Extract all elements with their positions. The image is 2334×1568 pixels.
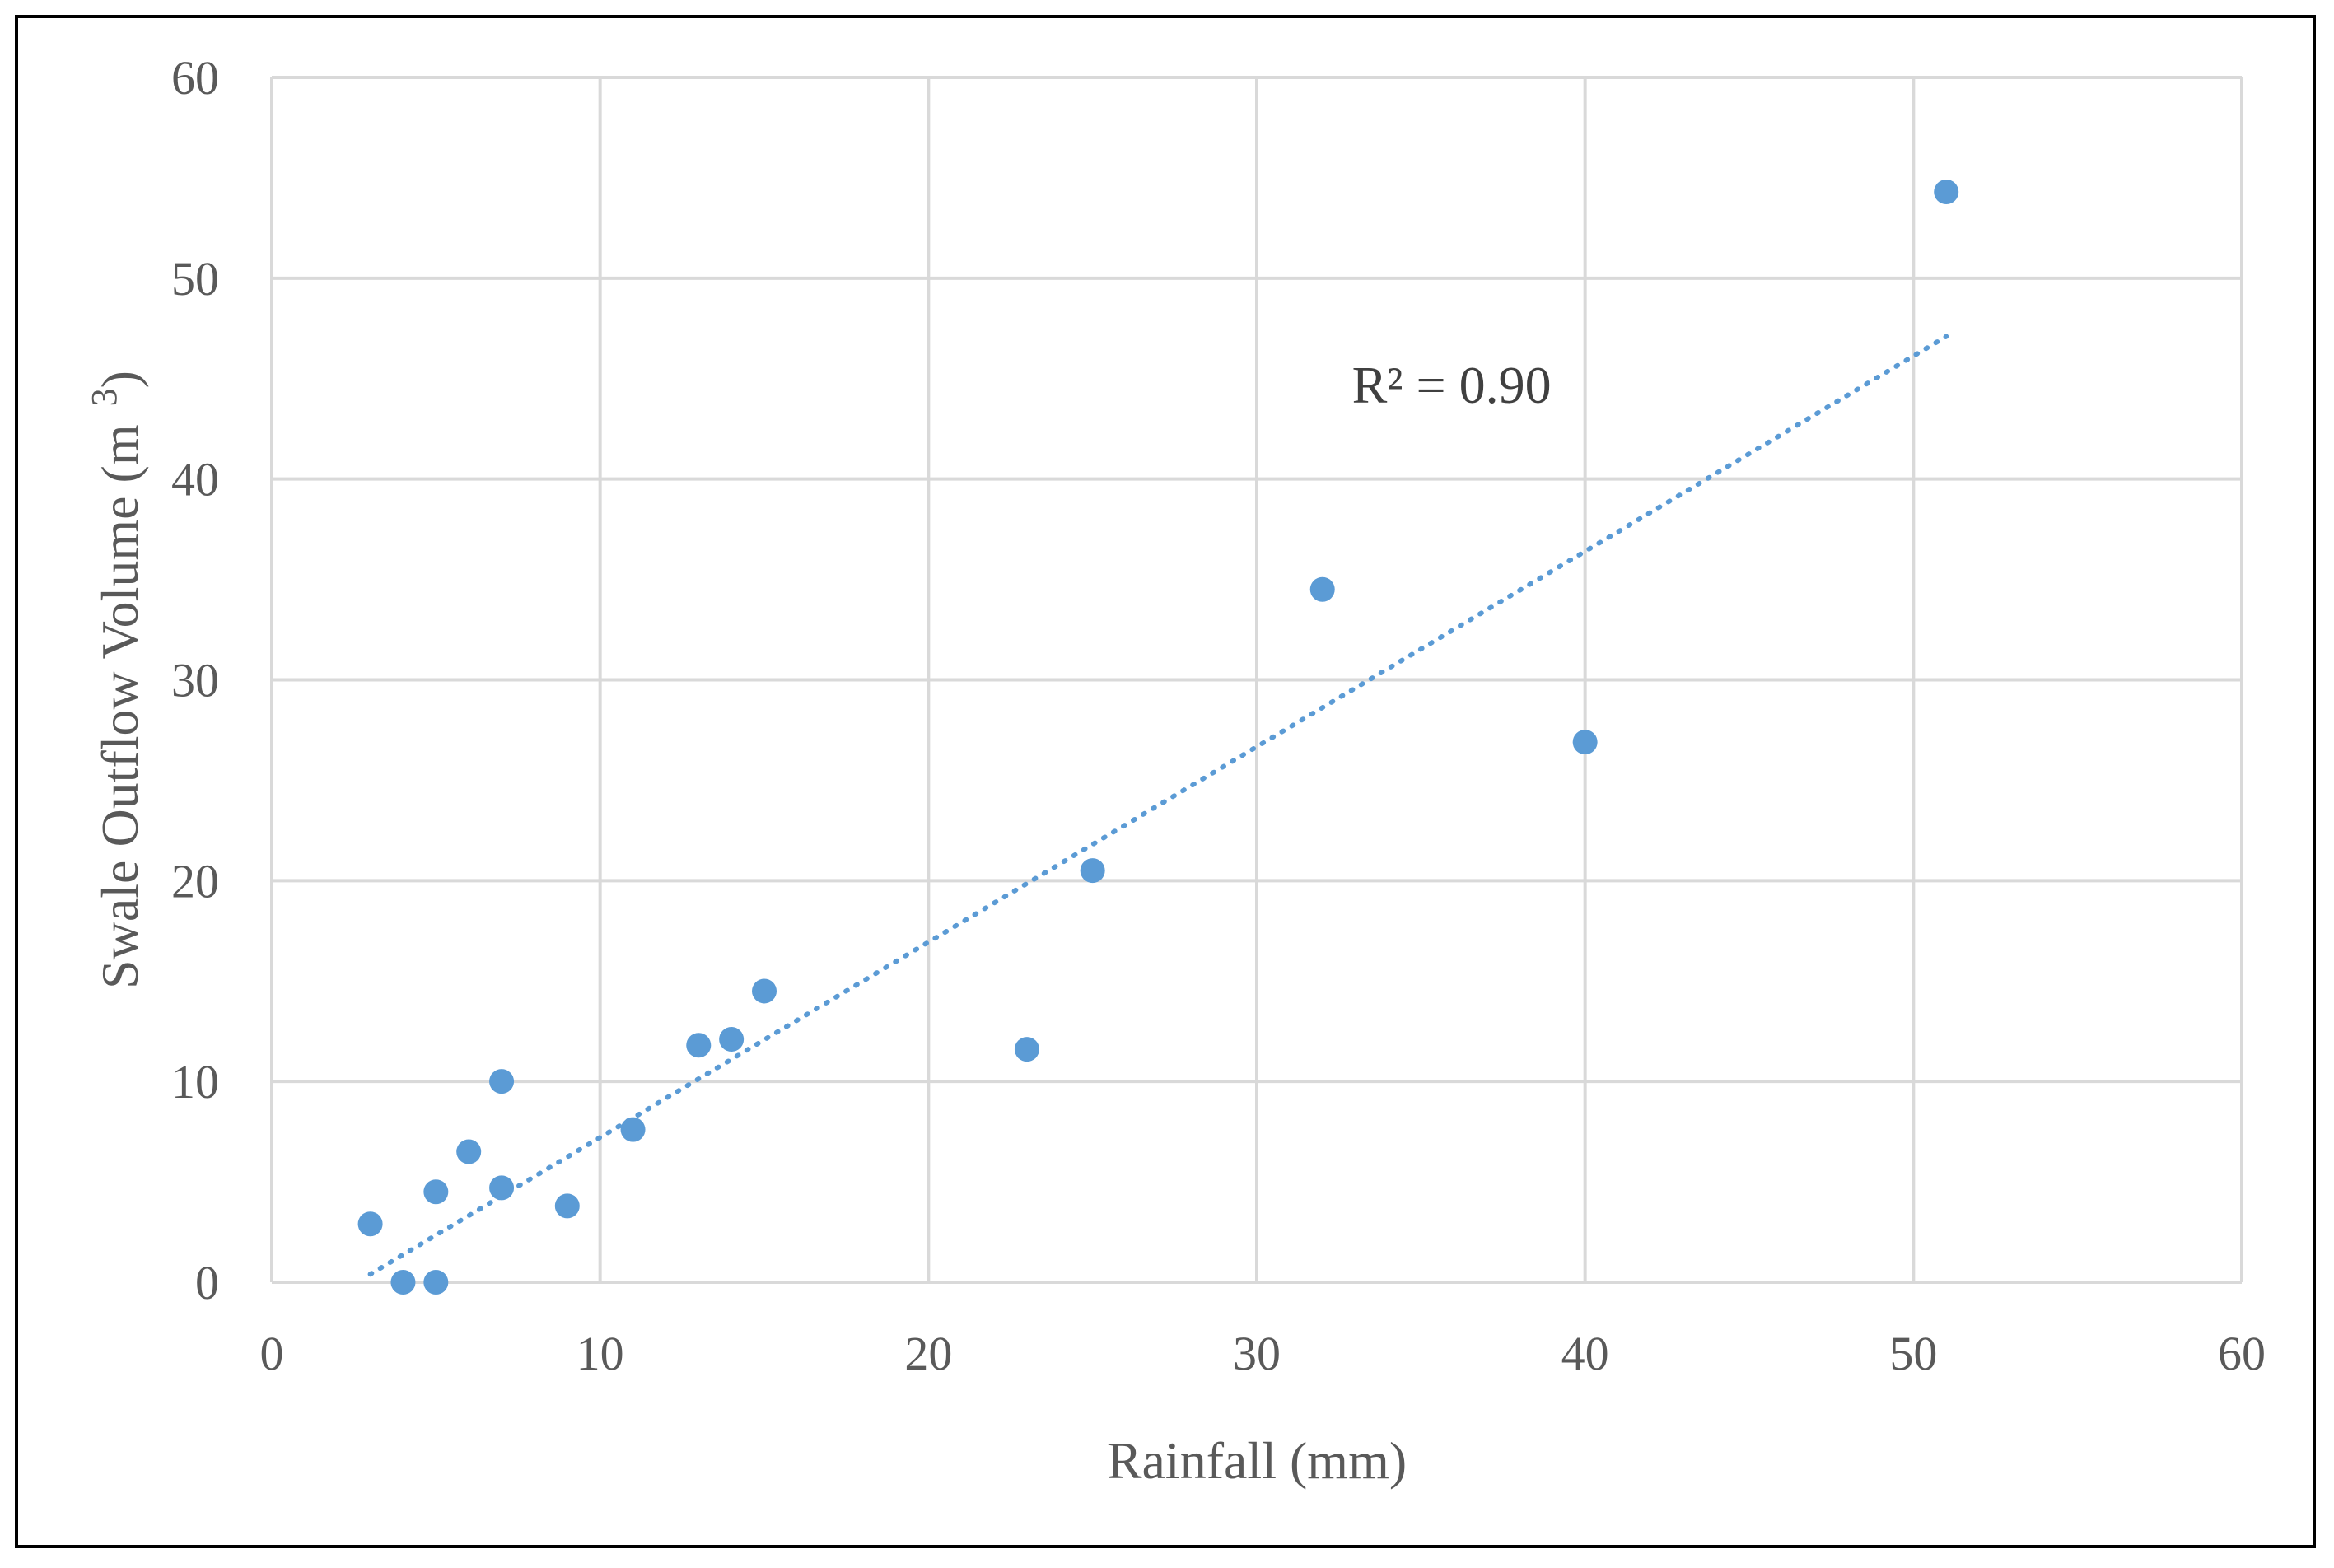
y-axis-title-main: Swale Outflow Volume (m [91,424,149,989]
tick-labels: 0 10 20 30 40 50 60 0 10 20 30 40 50 60 [171,51,2266,1380]
chart-frame: 0 10 20 30 40 50 60 0 10 20 30 40 50 60 R² = 0.90 Rai… [15,15,2316,1548]
y-axis-title-close: ) [91,371,149,388]
data-point [489,1069,515,1094]
data-point [423,1270,449,1295]
data-point [620,1117,646,1142]
data-point [390,1270,416,1295]
y-tick-label: 60 [171,51,219,105]
y-axis-title: Swale Outflow Volume (m 3) [84,371,149,989]
data-point [1309,576,1335,602]
x-tick-label: 20 [904,1327,952,1380]
y-tick-label: 20 [171,854,219,908]
scatter-chart: 0 10 20 30 40 50 60 0 10 20 30 40 50 60 R² = 0.90 Rai… [84,51,2266,1490]
y-tick-label: 0 [195,1256,219,1309]
data-point [752,978,777,1004]
y-tick-label: 40 [171,453,219,506]
trendline [367,334,1949,1277]
data-point [1080,858,1105,884]
x-tick-label: 50 [1889,1327,1937,1380]
data-point [719,1026,745,1052]
data-point [1934,179,1959,204]
data-point [357,1211,383,1237]
data-point [423,1179,449,1205]
y-tick-label: 50 [171,252,219,306]
x-tick-label: 60 [2218,1327,2266,1380]
data-point [554,1193,580,1219]
x-tick-label: 10 [576,1327,624,1380]
x-tick-label: 30 [1233,1327,1281,1380]
data-point [456,1139,482,1164]
r-squared-annotation: R² = 0.90 [1352,356,1552,414]
x-tick-label: 0 [260,1327,284,1380]
data-point [1014,1037,1039,1062]
data-points [357,179,1959,1295]
y-tick-label: 10 [171,1055,219,1108]
y-axis-title-superscript: 3 [84,388,124,406]
x-tick-label: 40 [1561,1327,1609,1380]
y-tick-label: 30 [171,654,219,707]
grid-layer [270,76,2243,1284]
data-point [1572,730,1598,755]
data-point [489,1175,515,1201]
data-point [686,1033,712,1058]
x-axis-title: Rainfall (mm) [1107,1431,1407,1490]
